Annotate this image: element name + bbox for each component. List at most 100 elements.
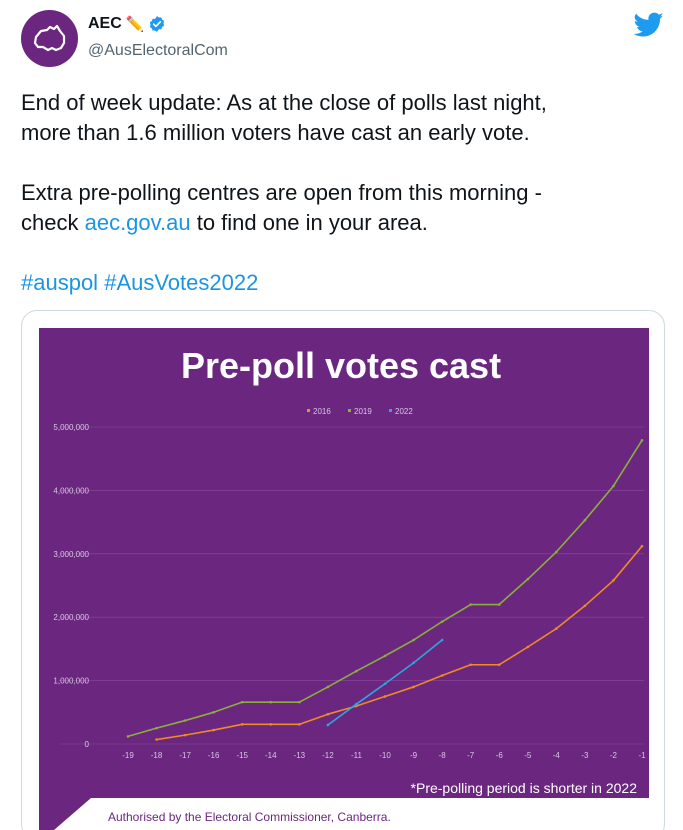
x-tick-label: -19	[122, 751, 134, 760]
x-tick-label: -10	[379, 751, 391, 760]
data-point-2019	[269, 700, 273, 704]
x-tick-label: -18	[151, 751, 163, 760]
author-row: AEC ✏️	[88, 15, 166, 33]
verified-badge-icon	[150, 16, 165, 32]
data-point-2016	[155, 738, 158, 741]
data-point-2019	[383, 654, 387, 658]
data-point-2016	[269, 723, 273, 726]
legend: 2016 2019 2022	[307, 407, 413, 416]
x-tick-label: -4	[553, 751, 561, 760]
data-point-2022	[355, 702, 358, 706]
data-point-2019	[355, 669, 358, 673]
hashtag-ausvotes2022[interactable]: #AusVotes2022	[104, 270, 259, 295]
data-point-2019	[469, 603, 472, 606]
data-point-2016	[326, 712, 330, 716]
twitter-bird-icon[interactable]	[634, 12, 664, 38]
data-point-2019	[555, 550, 558, 554]
data-point-2016	[469, 663, 472, 667]
media-card[interactable]: Pre-poll votes cast 0 1,000,000 2,000,000 3…	[21, 310, 665, 830]
legend-label-2016: 2016	[313, 407, 331, 416]
data-point-2019	[612, 484, 615, 488]
hashtag-auspol[interactable]: #auspol	[21, 270, 99, 295]
x-tick-label: -1	[638, 751, 646, 760]
text-line-3: Extra pre-polling centres are open from …	[21, 180, 542, 205]
pencil-icon: ✏️	[125, 16, 145, 33]
authorisation-text: Authorised by the Electoral Commissioner…	[108, 810, 391, 824]
y-axis-ticks: 0 1,000,000 2,000,000 3,000,000 4,000,000 5,0…	[53, 423, 89, 749]
data-point-2016	[298, 723, 301, 726]
handle[interactable]: @AusElectoralCom	[88, 42, 228, 59]
chart-annotation: *Pre-polling period is shorter in 2022	[410, 780, 637, 796]
y-tick-label: 1,000,000	[53, 677, 89, 686]
data-point-2019	[326, 685, 330, 689]
series-line-2016	[156, 545, 643, 741]
legend-swatch-2016	[307, 409, 310, 412]
aec-link[interactable]: aec.gov.au	[84, 210, 191, 235]
gridlines	[59, 426, 644, 745]
x-tick-label: -6	[496, 751, 504, 760]
x-tick-label: -8	[439, 751, 447, 760]
chart-title: Pre-poll votes cast	[181, 345, 501, 386]
text-line-4: check aec.gov.au to find one in your are…	[21, 208, 661, 238]
data-point-2019	[640, 439, 644, 442]
legend-swatch-2022	[389, 409, 392, 412]
chart-image: Pre-poll votes cast 0 1,000,000 2,000,000 3…	[39, 328, 649, 798]
legend-label-2019: 2019	[354, 407, 372, 416]
x-tick-label: -17	[179, 751, 191, 760]
data-point-2016	[640, 544, 644, 548]
x-axis-ticks: -19 -18 -17 -16 -15 -14 -13 -12 -11 -10 -9 -8 -7 -6 -5…	[122, 751, 646, 760]
data-point-2016	[526, 645, 530, 649]
hashtags: #auspol #AusVotes2022	[21, 268, 661, 298]
y-tick-label: 5,000,000	[53, 423, 89, 432]
data-point-2016	[440, 674, 444, 677]
x-tick-label: -5	[524, 751, 532, 760]
series-lines	[126, 439, 644, 741]
series-line-2019	[127, 439, 643, 738]
data-point-2016	[383, 695, 387, 698]
data-point-2019	[126, 735, 130, 738]
x-tick-label: -11	[351, 751, 363, 760]
data-point-2022	[383, 682, 387, 686]
data-point-2016	[612, 579, 615, 582]
data-point-2019	[412, 638, 415, 642]
data-point-2019	[240, 700, 244, 704]
data-point-2019	[212, 711, 215, 714]
data-point-2022	[326, 723, 330, 727]
australia-map-icon	[33, 24, 65, 51]
x-tick-label: -16	[208, 751, 220, 760]
display-name[interactable]: AEC	[88, 15, 122, 32]
data-point-2019	[583, 518, 587, 522]
text-line-4-prefix: check	[21, 210, 85, 235]
x-tick-label: -12	[322, 751, 334, 760]
footer-corner-shape	[39, 798, 91, 830]
x-tick-label: -9	[410, 751, 418, 760]
text-line-4-suffix: to find one in your area.	[190, 210, 428, 235]
chart-svg: Pre-poll votes cast 0 1,000,000 2,000,000 3…	[53, 345, 646, 760]
data-point-2019	[298, 700, 301, 704]
x-tick-label: -2	[610, 751, 618, 760]
data-point-2019	[497, 603, 501, 606]
data-point-2016	[183, 733, 187, 737]
x-tick-label: -7	[467, 751, 475, 760]
data-point-2016	[583, 604, 587, 608]
data-point-2022	[412, 661, 415, 665]
data-point-2016	[240, 723, 244, 726]
y-tick-label: 4,000,000	[53, 486, 89, 495]
text-line-2: more than 1.6 million voters have cast a…	[21, 120, 530, 145]
data-point-2016	[497, 663, 501, 667]
chart-footer: Authorised by the Electoral Commissioner…	[39, 798, 649, 830]
avatar[interactable]	[21, 10, 78, 67]
legend-swatch-2019	[348, 409, 351, 412]
data-point-2016	[555, 627, 558, 630]
text-line-1: End of week update: As at the close of p…	[21, 90, 547, 115]
y-tick-label: 0	[85, 740, 90, 749]
x-tick-label: -15	[236, 751, 248, 760]
data-point-2016	[212, 728, 215, 732]
data-point-2019	[526, 577, 530, 581]
x-tick-label: -13	[294, 751, 306, 760]
tweet-text: End of week update: As at the close of p…	[21, 88, 661, 298]
legend-label-2022: 2022	[395, 407, 413, 416]
data-point-2019	[155, 726, 158, 730]
x-tick-label: -3	[581, 751, 589, 760]
